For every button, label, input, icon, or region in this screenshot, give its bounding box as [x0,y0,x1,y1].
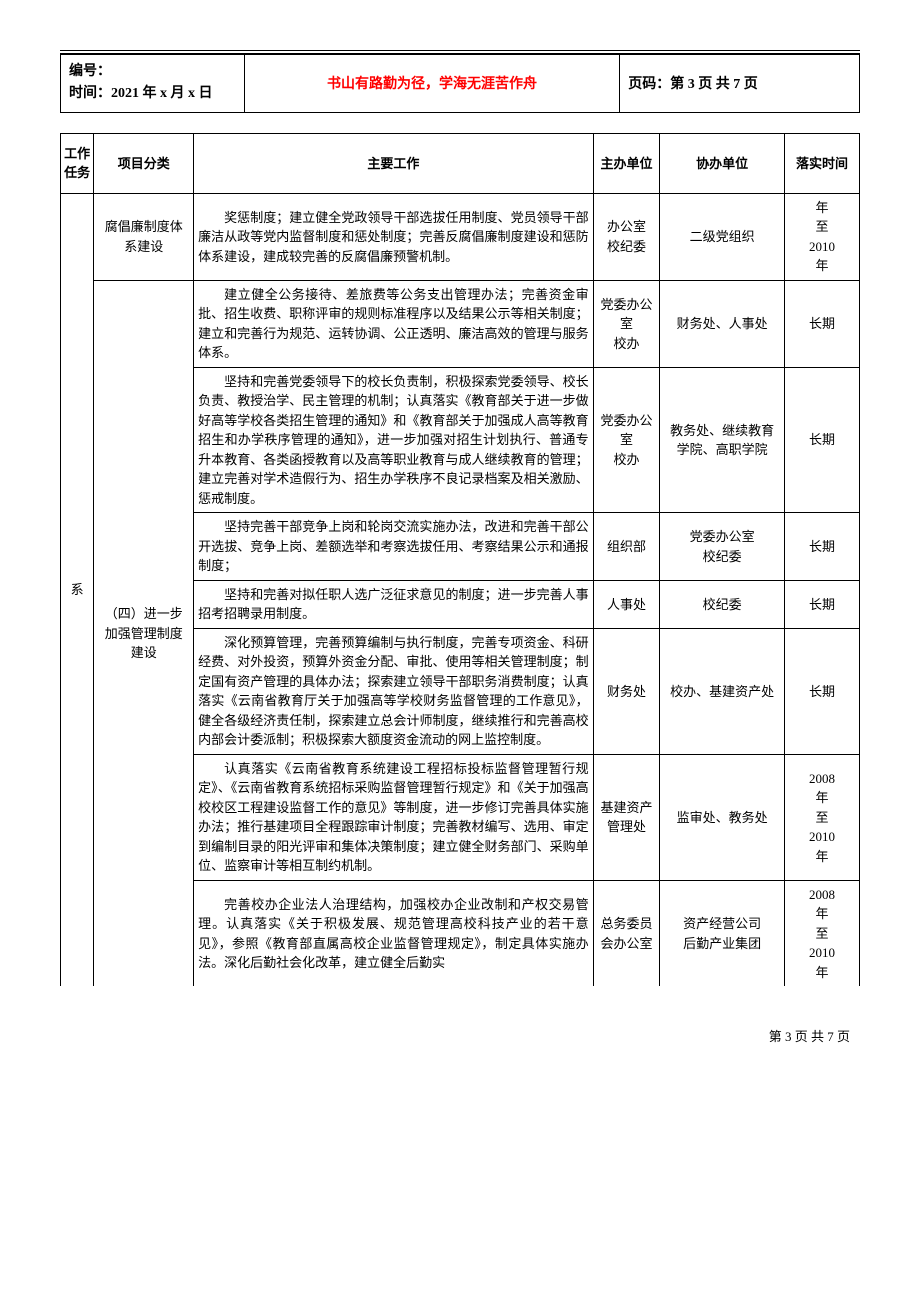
doc-id-label: 编号： [69,64,111,79]
time-cell: 长期 [785,513,860,581]
col-category-header: 项目分类 [94,133,194,193]
col-time-header: 落实时间 [785,133,860,193]
assist-unit-cell: 监审处、教务处 [660,754,785,880]
header-left-cell: 编号： 时间：2021 年 x 月 x 日 [61,55,245,113]
time-cell: 长期 [785,367,860,513]
col-assist-unit-header: 协办单位 [660,133,785,193]
table-row: 系 腐倡廉制度体系建设 奖惩制度；建立健全党政领导干部选拔任用制度、党员领导干部… [61,193,860,280]
header-right-cell: 页码：第 3 页 共 7 页 [620,55,860,113]
time-cell: 2008 年 至 2010 年 [785,754,860,880]
task-cell: 系 [61,193,94,986]
work-cell: 坚持和完善对拟任职人选广泛征求意见的制度；进一步完善人事招考招聘录用制度。 [194,580,594,628]
header-center-cell: 书山有路勤为径，学海无涯苦作舟 [244,55,620,113]
time-cell: 2008 年 至 2010 年 [785,880,860,986]
assist-unit-cell: 校办、基建资产处 [660,628,785,754]
motto-text: 书山有路勤为径，学海无涯苦作舟 [327,77,537,92]
main-unit-cell: 人事处 [593,580,660,628]
col-task-header: 工作任务 [61,133,94,193]
category-cell-2: （四）进一步加强管理制度建设 [94,280,194,986]
work-cell: 建立健全公务接待、差旅费等公务支出管理办法；完善资金审批、招生收费、职称评审的规… [194,280,594,367]
assist-unit-cell: 教务处、继续教育学院、高职学院 [660,367,785,513]
work-cell: 奖惩制度；建立健全党政领导干部选拔任用制度、党员领导干部廉洁从政等党内监督制度和… [194,193,594,280]
assist-unit-cell: 资产经营公司 后勤产业集团 [660,880,785,986]
main-table: 工作任务 项目分类 主要工作 主办单位 协办单位 落实时间 系 腐倡廉制度体系建… [60,133,860,987]
assist-unit-cell: 党委办公室 校纪委 [660,513,785,581]
time-cell: 长期 [785,280,860,367]
main-unit-cell: 财务处 [593,628,660,754]
time-cell: 年 至 2010 年 [785,193,860,280]
main-unit-cell: 办公室 校纪委 [593,193,660,280]
work-cell: 深化预算管理，完善预算编制与执行制度，完善专项资金、科研经费、对外投资，预算外资… [194,628,594,754]
work-cell: 坚持和完善党委领导下的校长负责制，积极探索党委领导、校长负责、教授治学、民主管理… [194,367,594,513]
assist-unit-cell: 二级党组织 [660,193,785,280]
main-unit-cell: 总务委员会办公室 [593,880,660,986]
work-cell: 认真落实《云南省教育系统建设工程招标投标监督管理暂行规定》、《云南省教育系统招标… [194,754,594,880]
document-page: 编号： 时间：2021 年 x 月 x 日 书山有路勤为径，学海无涯苦作舟 页码… [0,0,920,1075]
main-unit-cell: 基建资产管理处 [593,754,660,880]
header-rule-top [60,50,860,51]
assist-unit-cell: 财务处、人事处 [660,280,785,367]
category-cell-1: 腐倡廉制度体系建设 [94,193,194,280]
work-cell: 完善校办企业法人治理结构，加强校办企业改制和产权交易管理。认真落实《关于积极发展… [194,880,594,986]
page-footer: 第 3 页 共 7 页 [60,1026,860,1045]
main-unit-cell: 党委办公室 校办 [593,367,660,513]
col-work-header: 主要工作 [194,133,594,193]
page-label: 页码：第 3 页 共 7 页 [628,77,758,92]
col-main-unit-header: 主办单位 [593,133,660,193]
table-header-row: 工作任务 项目分类 主要工作 主办单位 协办单位 落实时间 [61,133,860,193]
time-cell: 长期 [785,580,860,628]
doc-date-label: 时间：2021 年 x 月 x 日 [69,86,213,101]
main-unit-cell: 组织部 [593,513,660,581]
header-table: 编号： 时间：2021 年 x 月 x 日 书山有路勤为径，学海无涯苦作舟 页码… [60,54,860,113]
main-unit-cell: 党委办公室 校办 [593,280,660,367]
assist-unit-cell: 校纪委 [660,580,785,628]
table-row: （四）进一步加强管理制度建设 建立健全公务接待、差旅费等公务支出管理办法；完善资… [61,280,860,367]
time-cell: 长期 [785,628,860,754]
work-cell: 坚持完善干部竞争上岗和轮岗交流实施办法，改进和完善干部公开选拔、竞争上岗、差额选… [194,513,594,581]
